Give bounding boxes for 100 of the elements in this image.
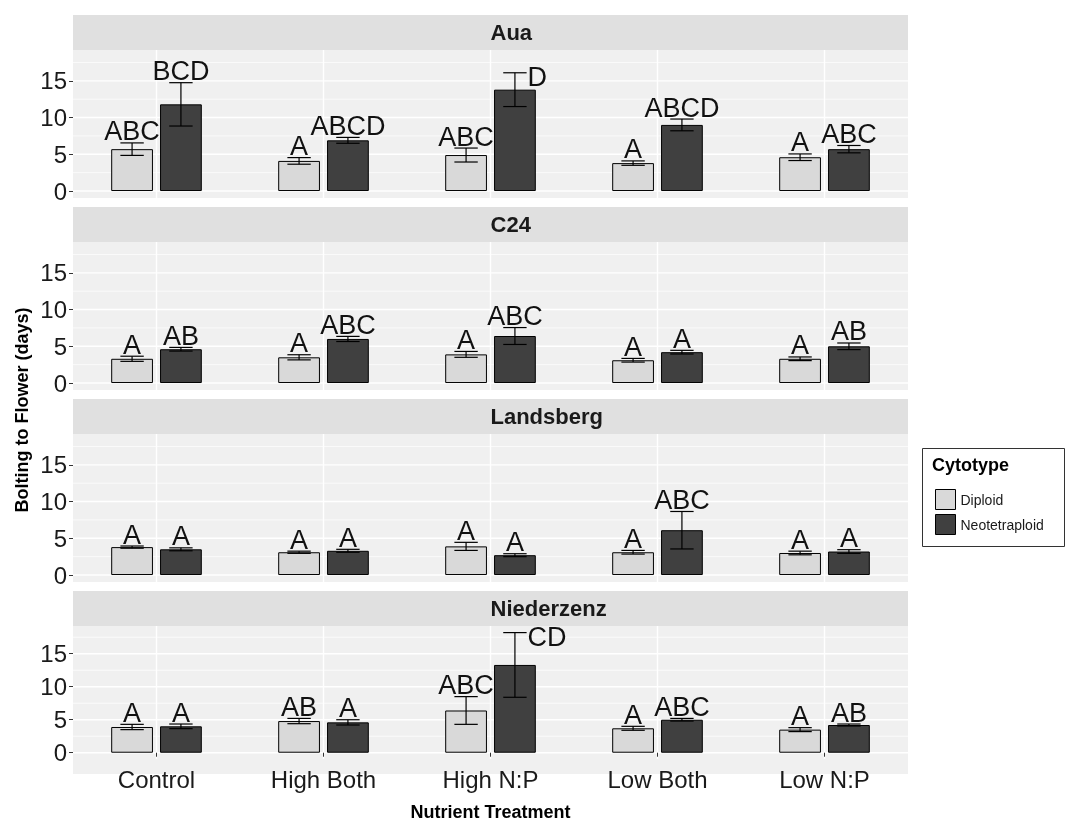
- bar: [779, 552, 821, 576]
- bar: [327, 550, 369, 576]
- y-tick-label: 0: [53, 177, 67, 205]
- data-label: A: [338, 522, 357, 553]
- data-label: A: [290, 524, 309, 555]
- bar: [661, 352, 703, 384]
- legend-label: Diploid: [960, 491, 1004, 508]
- data-label: A: [171, 521, 190, 552]
- bar: [160, 549, 202, 576]
- data-label: ABC: [320, 309, 376, 340]
- data-label: ABC: [438, 121, 494, 152]
- bar: [612, 552, 654, 576]
- x-tick-label: Low Both: [607, 765, 708, 793]
- y-tick-label: 5: [53, 140, 67, 168]
- y-tick-label: 10: [40, 296, 67, 324]
- bar: [278, 357, 320, 384]
- x-tick-label: Low N:P: [779, 765, 870, 793]
- bar: [111, 726, 153, 753]
- x-tick-label: Control: [117, 765, 196, 793]
- data-label: AB: [281, 691, 318, 722]
- data-label: A: [791, 701, 810, 732]
- data-label: AB: [830, 697, 867, 728]
- bar: [327, 722, 369, 753]
- y-tick-label: 15: [40, 67, 67, 95]
- y-tick-label: 15: [40, 640, 67, 668]
- data-label: A: [672, 323, 691, 354]
- y-tick-label: 10: [40, 673, 67, 701]
- bar: [111, 358, 153, 384]
- data-label: A: [171, 697, 190, 728]
- y-tick-label: 0: [53, 369, 67, 397]
- bar: [828, 346, 870, 384]
- data-label: BCD: [152, 56, 210, 87]
- bar: [160, 349, 202, 384]
- data-label: ABCD: [644, 92, 720, 123]
- y-tick-label: 5: [53, 332, 67, 360]
- y-tick-label: 5: [53, 706, 67, 734]
- data-label: ABCD: [310, 110, 386, 141]
- y-tick-label: 5: [53, 524, 67, 552]
- data-label: A: [791, 127, 810, 158]
- bar: [494, 555, 536, 576]
- y-tick-label: 15: [40, 259, 67, 287]
- bar: [278, 160, 320, 192]
- bar: [445, 546, 487, 576]
- legend-label: Neotetraploid: [960, 516, 1044, 533]
- bar: [779, 729, 821, 753]
- data-label: ABC: [654, 484, 710, 515]
- bar: [327, 338, 369, 384]
- bar: [612, 728, 654, 753]
- data-label: A: [457, 324, 476, 355]
- data-label: A: [624, 523, 643, 554]
- bar: [828, 149, 870, 192]
- y-tick-label: 10: [40, 488, 67, 516]
- bar: [828, 725, 870, 753]
- data-label: A: [290, 131, 309, 162]
- x-axis-title: Nutrient Treatment: [410, 802, 571, 822]
- bar: [278, 552, 320, 576]
- data-label: A: [338, 693, 357, 724]
- y-tick-label: 10: [40, 104, 67, 132]
- data-label: A: [839, 523, 858, 554]
- data-label: A: [123, 519, 142, 550]
- chart-title: Aua: [490, 19, 533, 45]
- bar: [327, 140, 369, 192]
- bar: [661, 719, 703, 753]
- data-label: ABC: [821, 118, 877, 149]
- data-label: A: [505, 527, 524, 558]
- data-label: A: [624, 331, 643, 362]
- bar: [445, 354, 487, 384]
- bar: [612, 163, 654, 192]
- data-label: A: [123, 697, 142, 728]
- bar: [661, 124, 703, 192]
- data-label: ABC: [438, 670, 494, 701]
- chart-title: Landsberg: [490, 403, 603, 429]
- data-label: A: [123, 329, 142, 360]
- chart-title: C24: [490, 211, 532, 237]
- y-axis-title: Bolting to Flower (days): [12, 307, 32, 513]
- y-tick-label: 0: [53, 561, 67, 589]
- data-label: A: [457, 515, 476, 546]
- data-label: A: [791, 524, 810, 555]
- data-label: AB: [162, 320, 199, 351]
- x-tick-label: High N:P: [442, 765, 539, 793]
- bar: [828, 551, 870, 576]
- data-label: A: [791, 330, 810, 361]
- chart-title: Niederzenz: [490, 595, 607, 621]
- bar: [278, 721, 320, 753]
- data-label: D: [527, 61, 548, 92]
- data-label: ABC: [487, 301, 543, 332]
- bar: [779, 358, 821, 384]
- data-label: A: [624, 134, 643, 165]
- bar: [160, 726, 202, 753]
- data-label: CD: [527, 621, 567, 652]
- data-label: ABC: [104, 116, 160, 147]
- x-tick-label: High Both: [270, 765, 377, 793]
- y-tick-label: 15: [40, 451, 67, 479]
- data-label: A: [290, 328, 309, 359]
- y-tick-label: 0: [53, 739, 67, 767]
- bar: [779, 157, 821, 192]
- data-label: A: [624, 699, 643, 730]
- data-label: AB: [830, 316, 867, 347]
- bar: [111, 547, 153, 576]
- bar: [612, 360, 654, 384]
